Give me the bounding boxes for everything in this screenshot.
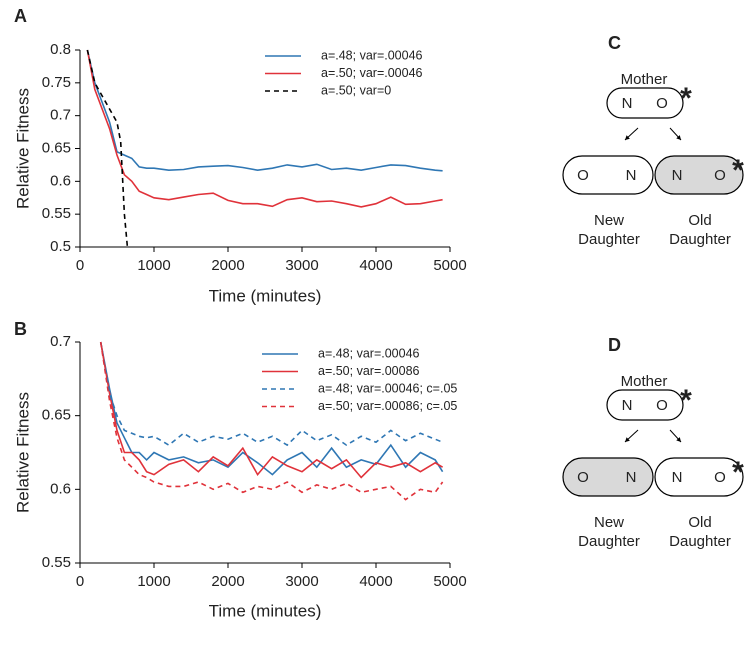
series-line bbox=[99, 341, 444, 479]
daughter-caption: Daughter bbox=[578, 231, 640, 248]
daughter-caption: Daughter bbox=[669, 231, 731, 248]
cell-end: N bbox=[626, 167, 637, 184]
daughter-caption: Daughter bbox=[669, 533, 731, 550]
y-tick-label: 0.55 bbox=[42, 205, 71, 222]
y-tick-label: 0.65 bbox=[42, 139, 71, 156]
panel-label: B bbox=[14, 319, 27, 339]
y-axis-label: Relative Fitness bbox=[13, 392, 32, 513]
daughter-caption: New bbox=[594, 212, 624, 229]
cell-end: O bbox=[577, 469, 589, 486]
x-tick-label: 2000 bbox=[211, 257, 244, 274]
x-tick-label: 4000 bbox=[359, 573, 392, 590]
cell bbox=[654, 155, 744, 195]
cell-end: O bbox=[656, 397, 668, 414]
x-tick-label: 5000 bbox=[433, 573, 466, 590]
series-line bbox=[99, 341, 444, 476]
cell-end: N bbox=[622, 95, 633, 112]
x-tick-label: 5000 bbox=[433, 257, 466, 274]
y-tick-label: 0.55 bbox=[42, 554, 71, 571]
daughter-caption: Daughter bbox=[578, 533, 640, 550]
legend-label: a=.50; var=0 bbox=[321, 83, 391, 97]
y-tick-label: 0.6 bbox=[50, 172, 71, 189]
legend-label: a=.50; var=.00046 bbox=[321, 66, 423, 80]
panel-label: D bbox=[608, 335, 621, 355]
panel-label: C bbox=[608, 33, 621, 53]
series-line bbox=[86, 49, 129, 248]
series-line bbox=[86, 49, 443, 172]
x-axis-label: Time (minutes) bbox=[209, 286, 322, 305]
cell bbox=[562, 457, 654, 497]
cell bbox=[606, 87, 684, 119]
cell-end: N bbox=[626, 469, 637, 486]
daughter-caption: Old bbox=[688, 514, 711, 531]
old-pole-mark: * bbox=[732, 154, 744, 187]
legend-label: a=.50; var=.00086 bbox=[318, 364, 420, 378]
cell-end: N bbox=[622, 397, 633, 414]
arrow-head bbox=[676, 135, 681, 140]
y-tick-label: 0.7 bbox=[50, 107, 71, 124]
cell bbox=[606, 389, 684, 421]
cell-end: N bbox=[672, 469, 683, 486]
legend-label: a=.48; var=.00046; c=.05 bbox=[318, 381, 457, 395]
cell-end: O bbox=[714, 167, 726, 184]
y-tick-label: 0.65 bbox=[42, 407, 71, 424]
x-tick-label: 1000 bbox=[137, 257, 170, 274]
x-tick-label: 1000 bbox=[137, 573, 170, 590]
legend-label: a=.48; var=.00046 bbox=[318, 346, 420, 360]
arrow-head bbox=[676, 437, 681, 442]
x-tick-label: 3000 bbox=[285, 573, 318, 590]
y-tick-label: 0.75 bbox=[42, 74, 71, 91]
x-axis-label: Time (minutes) bbox=[209, 601, 322, 620]
mother-label: Mother bbox=[621, 71, 668, 88]
old-pole-mark: * bbox=[732, 456, 744, 489]
y-tick-label: 0.7 bbox=[50, 333, 71, 350]
cell-end: N bbox=[672, 167, 683, 184]
legend-label: a=.48; var=.00046 bbox=[321, 48, 423, 62]
y-tick-label: 0.6 bbox=[50, 480, 71, 497]
x-tick-label: 4000 bbox=[359, 257, 392, 274]
x-tick-label: 2000 bbox=[211, 573, 244, 590]
series-line bbox=[99, 341, 444, 501]
y-tick-label: 0.5 bbox=[50, 238, 71, 255]
cell-end: O bbox=[656, 95, 668, 112]
y-axis-label: Relative Fitness bbox=[13, 88, 32, 209]
mother-label: Mother bbox=[621, 373, 668, 390]
panel-label: A bbox=[14, 6, 27, 26]
legend-label: a=.50; var=.00086; c=.05 bbox=[318, 399, 457, 413]
series-line bbox=[86, 49, 443, 208]
cell bbox=[562, 155, 654, 195]
cell-end: O bbox=[714, 469, 726, 486]
series-line bbox=[99, 341, 443, 447]
daughter-caption: Old bbox=[688, 212, 711, 229]
old-pole-mark: * bbox=[680, 384, 692, 417]
cell-end: O bbox=[577, 167, 589, 184]
arrow-head bbox=[625, 437, 630, 442]
x-tick-label: 0 bbox=[76, 573, 84, 590]
cell bbox=[654, 457, 744, 497]
arrow-head bbox=[625, 135, 630, 140]
x-tick-label: 3000 bbox=[285, 257, 318, 274]
x-tick-label: 0 bbox=[76, 257, 84, 274]
old-pole-mark: * bbox=[680, 82, 692, 115]
y-tick-label: 0.8 bbox=[50, 41, 71, 58]
daughter-caption: New bbox=[594, 514, 624, 531]
